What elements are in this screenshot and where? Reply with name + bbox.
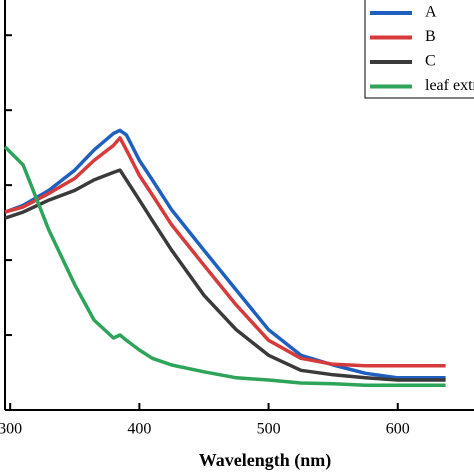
x-tick-label: 600 <box>386 421 410 438</box>
legend-label: B <box>425 28 436 45</box>
x-tick-label: 500 <box>257 421 281 438</box>
data-line <box>4 136 446 368</box>
legend-box <box>364 0 474 99</box>
x-tick-label: 400 <box>127 421 151 438</box>
data-line <box>4 168 446 382</box>
legend-label: A <box>425 4 437 21</box>
data-line <box>3 145 446 388</box>
legend-label: leaf extract <box>425 77 474 94</box>
data-line <box>4 128 446 380</box>
x-axis-title: Wavelength (nm) <box>199 450 332 471</box>
x-tick-label: 300 <box>0 421 22 438</box>
legend-label: C <box>425 53 436 70</box>
